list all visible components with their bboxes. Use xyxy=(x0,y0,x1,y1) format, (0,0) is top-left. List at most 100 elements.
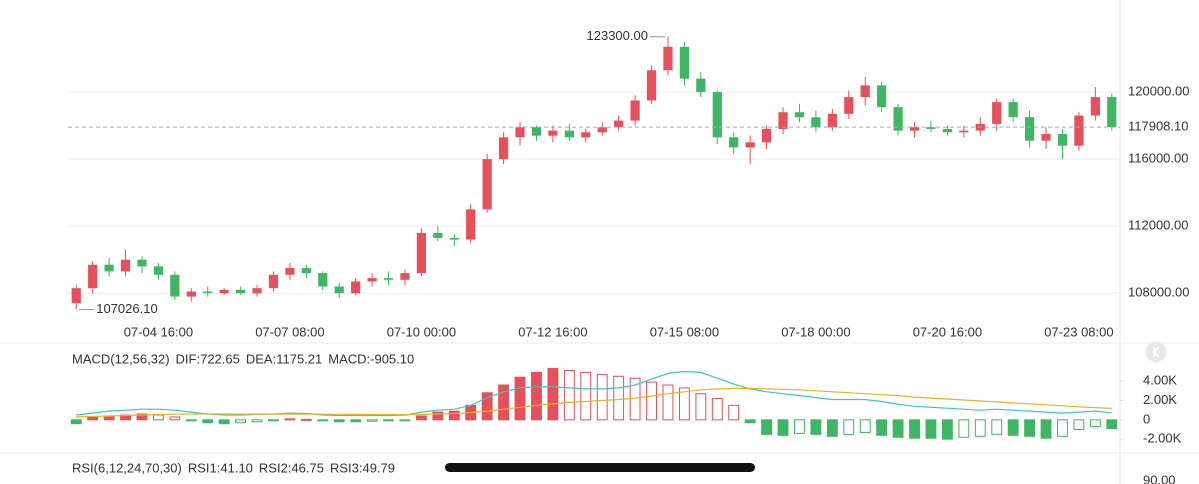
macd-bar xyxy=(531,371,542,421)
candle-body xyxy=(564,130,574,138)
candle-body xyxy=(877,85,887,108)
candle-body xyxy=(367,278,377,282)
macd-bar xyxy=(152,414,164,421)
candle-body xyxy=(1024,117,1035,141)
macd-bar xyxy=(448,410,460,421)
macd-bar xyxy=(1106,419,1118,430)
candle-body xyxy=(88,264,98,289)
candle-body xyxy=(170,274,180,297)
macd-bar xyxy=(892,419,904,438)
candle-body xyxy=(466,209,476,240)
macd-bar xyxy=(415,415,427,421)
rsi-label: RSI(6,12,24,70,30) xyxy=(72,460,182,475)
macd-bar xyxy=(925,419,937,439)
candle-body xyxy=(219,289,229,294)
macd-bar xyxy=(711,398,723,421)
macd-bar xyxy=(646,381,657,421)
collapse-button[interactable] xyxy=(1146,342,1166,362)
min-label: 107026.10 xyxy=(96,301,157,316)
y-tick-label: -2.00K xyxy=(1143,431,1182,446)
candle-body xyxy=(334,286,344,294)
candle-body xyxy=(959,130,969,133)
macd-bar xyxy=(1057,419,1068,437)
candle-body xyxy=(679,46,690,79)
candle-body xyxy=(104,264,114,272)
macd-bar xyxy=(251,419,263,423)
macd-bar xyxy=(383,419,394,422)
macd-bar xyxy=(826,419,838,437)
candle-body xyxy=(926,127,936,129)
macd-bar xyxy=(317,419,329,422)
candle-body xyxy=(318,273,328,287)
candle-body xyxy=(581,132,591,138)
candle-body xyxy=(663,46,673,71)
y-tick-label: 116000.00 xyxy=(1128,151,1189,166)
legend-entry: DEA:1175.21 xyxy=(246,351,322,366)
legend-entry: RSI1:41.10 xyxy=(188,460,253,475)
x-tick-label: 07-15 08:00 xyxy=(650,324,719,339)
macd-line xyxy=(76,370,1112,417)
candle-body xyxy=(301,268,311,274)
macd-bar xyxy=(761,419,773,435)
macd-bar xyxy=(481,392,493,421)
macd-bar xyxy=(350,419,362,423)
candle-body xyxy=(745,142,755,148)
candle-body xyxy=(235,289,246,294)
x-tick-label: 07-23 08:00 xyxy=(1044,324,1113,339)
macd-bar xyxy=(235,419,247,424)
candle-body xyxy=(400,273,410,280)
macd-bar xyxy=(136,413,148,421)
candle-body xyxy=(186,291,196,297)
macd-bar xyxy=(991,419,1003,435)
candle-body xyxy=(630,100,640,121)
candle-body xyxy=(548,130,558,136)
x-tick-label: 07-07 08:00 xyxy=(255,324,324,339)
x-tick-label: 07-10 00:00 xyxy=(387,324,456,339)
candle-body xyxy=(893,107,903,131)
macd-bar xyxy=(744,419,756,424)
y-tick-label: 2.00K xyxy=(1143,392,1177,407)
macd-bar xyxy=(1040,419,1052,439)
candle-body xyxy=(449,237,459,240)
candle-body xyxy=(252,288,262,294)
macd-bar xyxy=(909,419,920,439)
macd-bar xyxy=(941,419,953,440)
macd-bar xyxy=(1089,419,1101,428)
macd-bar xyxy=(810,419,822,435)
candle-body xyxy=(992,102,1002,124)
candle-body xyxy=(844,97,854,114)
legend-entry: RSI2:46.75 xyxy=(259,460,324,475)
button-bg[interactable] xyxy=(1146,342,1166,362)
macd-bar xyxy=(843,419,855,435)
candle-body xyxy=(1090,97,1100,116)
macd-bar xyxy=(580,371,592,421)
macd-bar xyxy=(333,419,345,423)
macd-bar xyxy=(300,418,312,421)
candle-body xyxy=(778,112,788,129)
candle-body xyxy=(71,288,81,304)
candle-body xyxy=(909,127,920,131)
macd-bar xyxy=(695,393,707,421)
candle-body xyxy=(153,266,164,275)
candle-body xyxy=(137,259,147,267)
home-indicator xyxy=(445,463,755,472)
max-label: 123300.00 xyxy=(587,28,648,43)
candle-body xyxy=(531,127,542,136)
macd-bar xyxy=(399,419,411,422)
y-tick-label: 120000.00 xyxy=(1128,84,1189,99)
macd-bar xyxy=(547,368,559,421)
candle-body xyxy=(1057,133,1068,146)
macd-bar xyxy=(284,418,296,421)
candle-body xyxy=(811,117,821,128)
macd-bar xyxy=(1007,419,1019,436)
candle-body xyxy=(285,268,295,275)
macd-bar xyxy=(958,419,970,438)
legend-entry: DIF:722.65 xyxy=(176,351,240,366)
macd-bar xyxy=(1073,419,1085,431)
candle-body xyxy=(383,278,394,280)
candle-body xyxy=(351,281,361,294)
last-price-label: 117908.10 xyxy=(1128,119,1189,134)
macd-bar xyxy=(514,376,526,421)
candle-body xyxy=(696,78,706,93)
button-icon[interactable] xyxy=(1152,346,1160,358)
